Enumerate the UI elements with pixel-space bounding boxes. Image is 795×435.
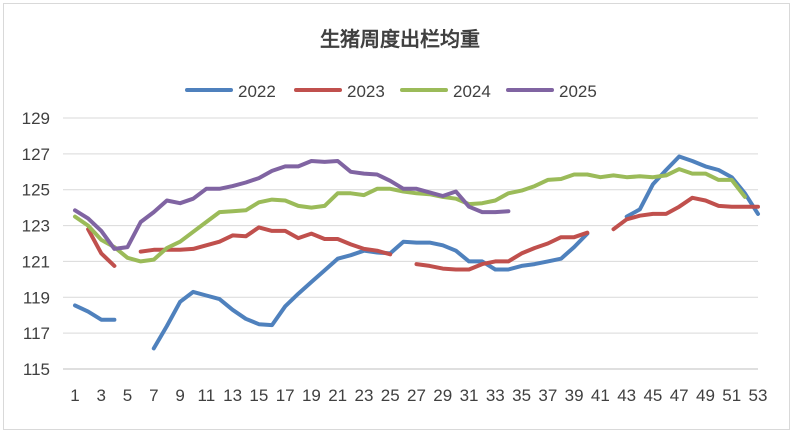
x-tick-label: 25 <box>381 386 400 405</box>
x-tick-label: 27 <box>407 386 426 405</box>
series-line-segment <box>73 303 117 322</box>
series-2022 <box>73 154 760 351</box>
x-tick-label: 23 <box>355 386 374 405</box>
x-tick-label: 41 <box>591 386 610 405</box>
series-line-segment <box>86 227 117 268</box>
legend: 2022 2023 2024 2025 <box>185 82 597 101</box>
y-tick-label: 121 <box>22 252 50 271</box>
series-line-segment <box>414 230 590 272</box>
legend-label: 2025 <box>559 82 597 101</box>
y-tick-label: 117 <box>23 324 50 343</box>
x-tick-label: 1 <box>70 386 79 405</box>
x-tick-label: 51 <box>722 386 741 405</box>
x-tick-label: 19 <box>302 386 321 405</box>
x-tick-label: 5 <box>123 386 132 405</box>
series-line-segment <box>611 195 760 232</box>
x-tick-label: 35 <box>512 386 531 405</box>
y-tick-label: 123 <box>22 217 50 236</box>
series-line-segment <box>73 167 747 264</box>
x-tick-label: 29 <box>433 386 452 405</box>
x-tick-label: 37 <box>538 386 557 405</box>
x-tick-label: 7 <box>149 386 158 405</box>
y-tick-label: 119 <box>23 288 50 307</box>
series-2025 <box>73 159 511 251</box>
y-tick-label: 125 <box>22 181 50 200</box>
x-tick-label: 49 <box>696 386 715 405</box>
legend-label: 2022 <box>238 82 276 101</box>
x-tick-label: 47 <box>670 386 689 405</box>
series-lines <box>73 154 760 351</box>
chart-title: 生猪周度出栏均重 <box>320 27 480 51</box>
x-tick-label: 33 <box>486 386 505 405</box>
x-tick-label: 21 <box>328 386 347 405</box>
x-tick-label: 11 <box>198 386 216 405</box>
legend-label: 2023 <box>347 82 385 101</box>
y-tick-label: 129 <box>22 109 50 128</box>
x-tick-label: 43 <box>617 386 636 405</box>
series-2024 <box>73 167 747 264</box>
x-tick-label: 53 <box>749 386 768 405</box>
x-tick-label: 17 <box>276 386 295 405</box>
x-tick-label: 9 <box>175 386 184 405</box>
series-line-segment <box>73 159 511 251</box>
x-tick-label: 15 <box>249 386 268 405</box>
series-2023 <box>86 195 760 272</box>
legend-label: 2024 <box>453 82 491 101</box>
y-tick-label: 127 <box>22 145 50 164</box>
y-tick-label: 115 <box>23 360 50 379</box>
x-tick-label: 3 <box>97 386 106 405</box>
chart-frame <box>3 3 790 430</box>
x-tick-label: 45 <box>643 386 662 405</box>
x-tick-label: 39 <box>565 386 584 405</box>
x-tick-label: 31 <box>460 386 479 405</box>
x-axis-ticks: 1 3 5 7 9 11 13 15 17 19 21 23 25 27 29 31 33 35 37 39 41 43 4… <box>70 386 767 405</box>
y-axis-ticks: 115 117 119 121 123 125 127 129 <box>22 109 50 379</box>
x-tick-label: 13 <box>223 386 242 405</box>
series-line-segment <box>138 225 393 257</box>
